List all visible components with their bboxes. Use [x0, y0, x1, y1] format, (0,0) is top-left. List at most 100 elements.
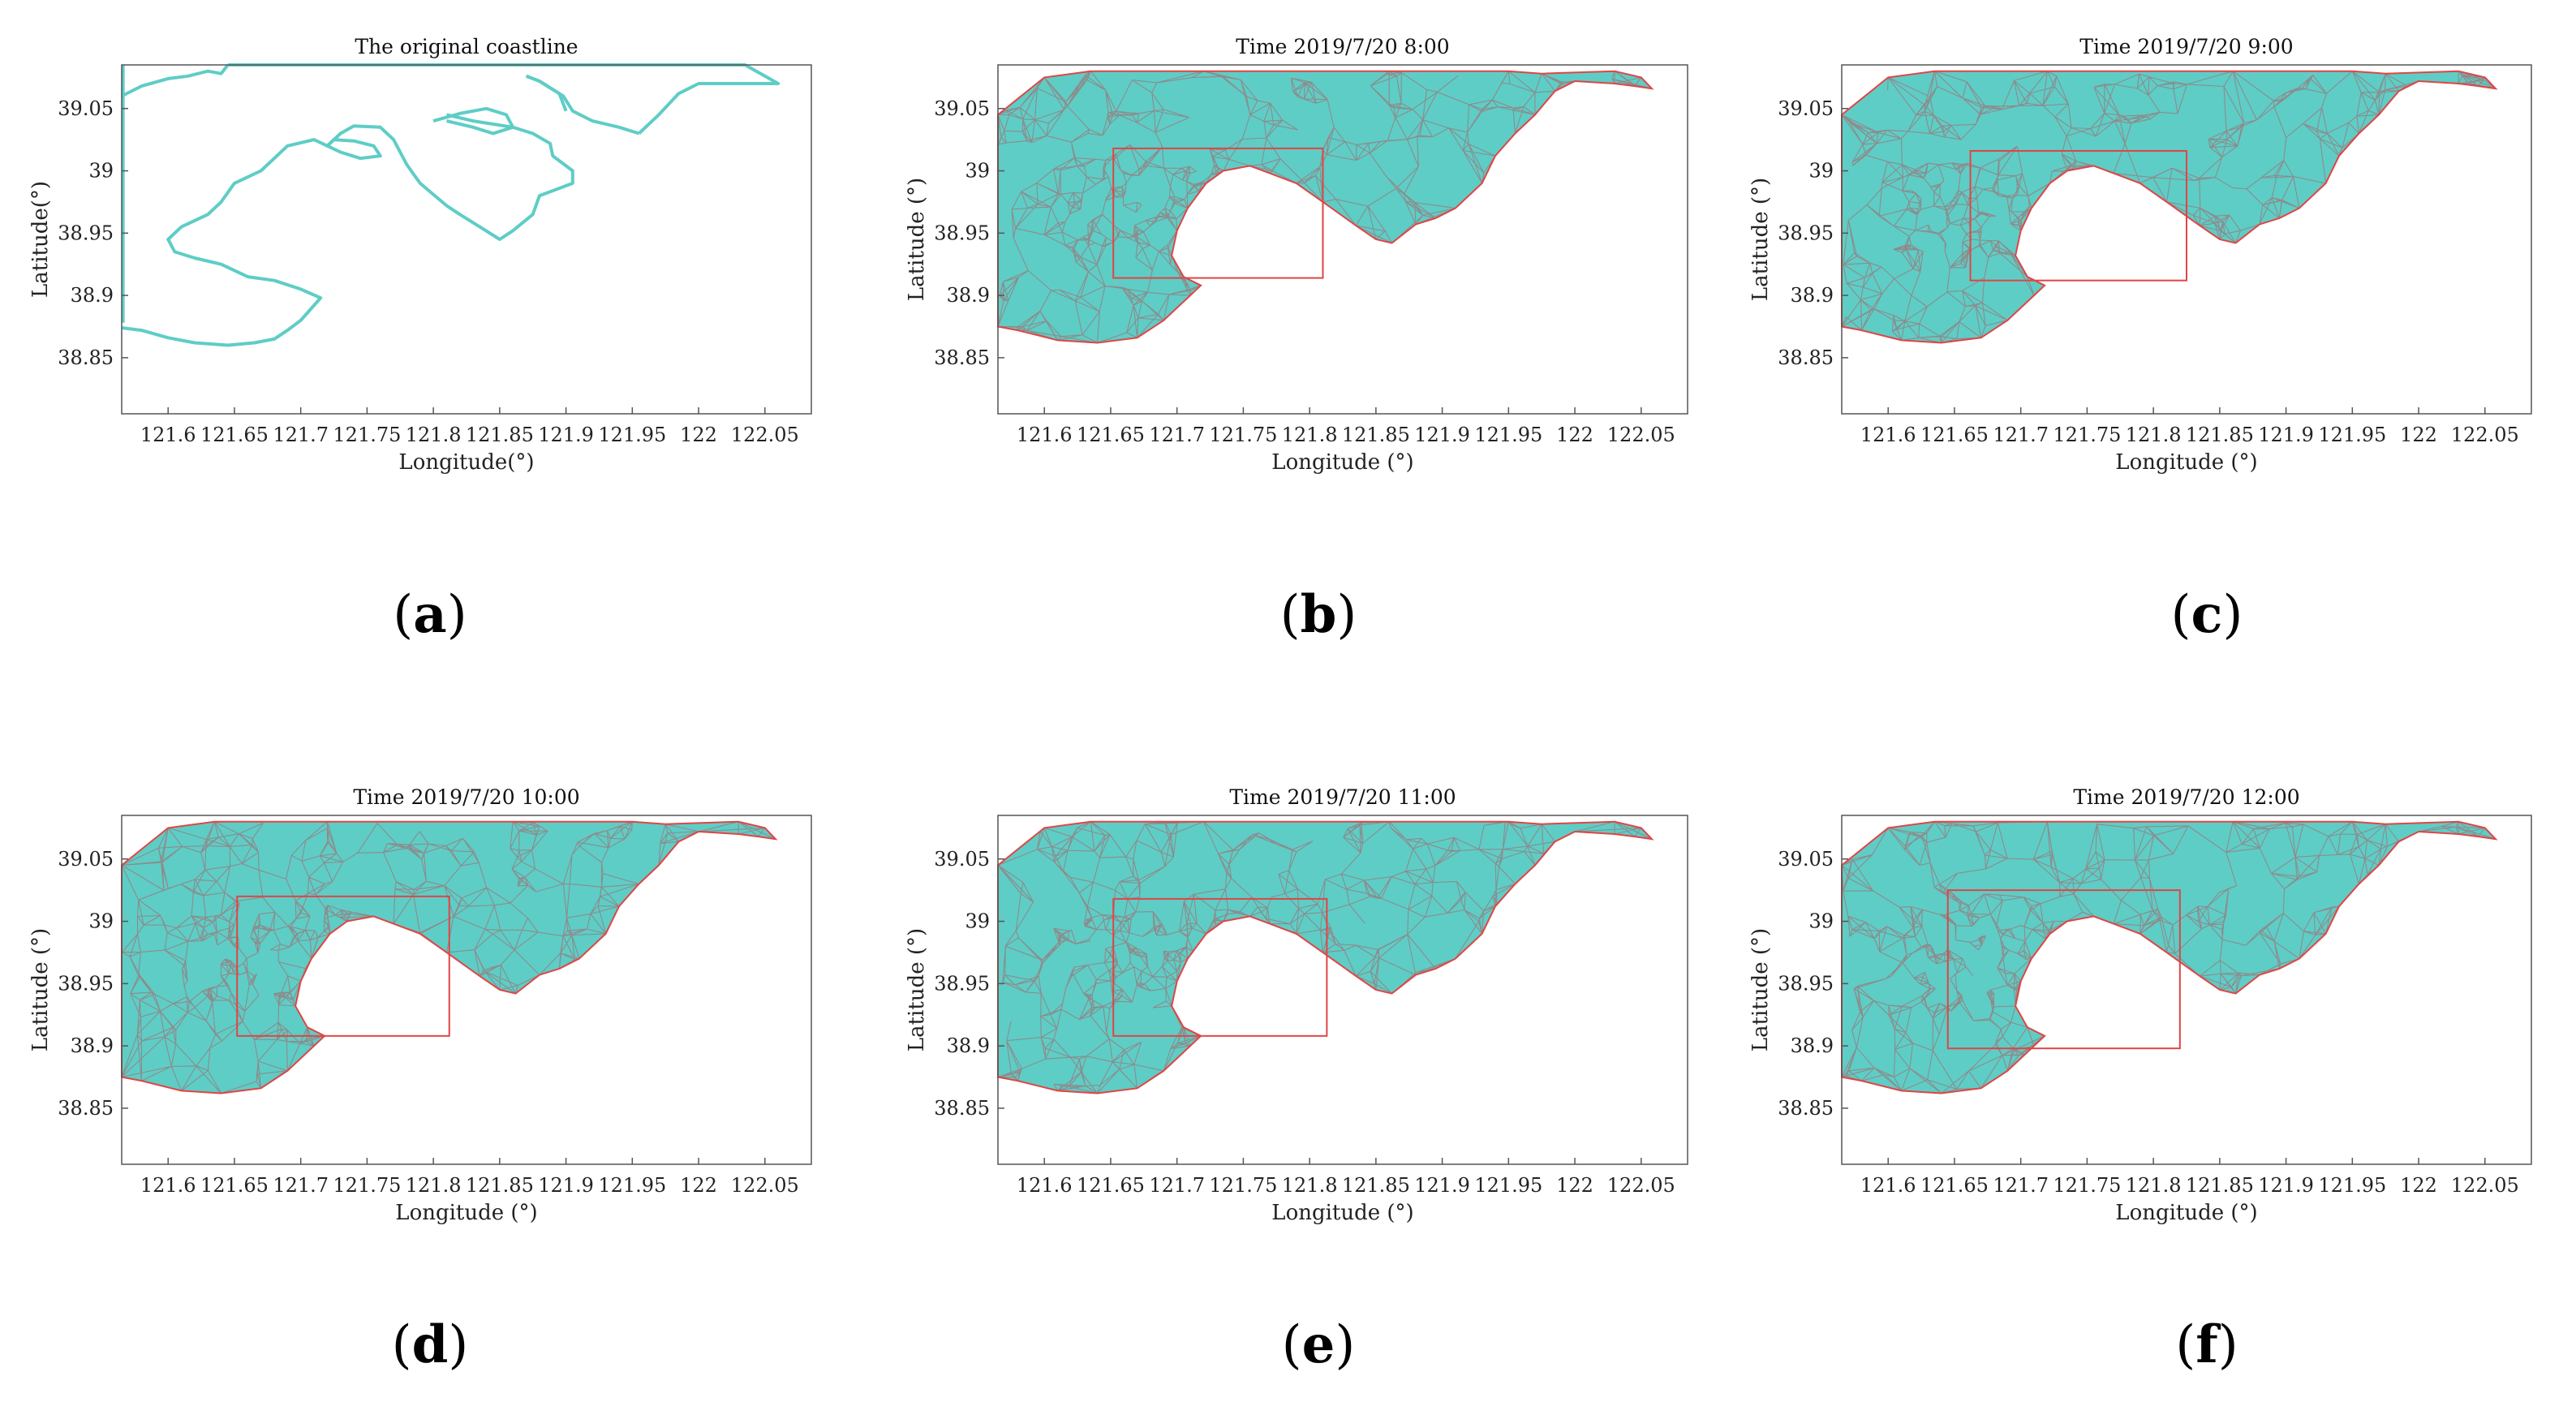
x-tick-label: 121.9 [2258, 424, 2314, 446]
axes-box [1841, 815, 2532, 1165]
y-tick-label: 39.05 [58, 97, 114, 120]
coastline-segment [432, 106, 515, 135]
map-mesh-d: 121.6 121.65 121.7 121.75 121.8 121.85 121.9 12… [28, 785, 812, 1225]
x-tick-label: 122.05 [1607, 424, 1675, 446]
x-tick-label: 121.95 [1474, 424, 1542, 446]
x-tick-label: 121.65 [200, 424, 269, 446]
x-tick-label: 121.95 [2318, 1174, 2386, 1197]
panel-a: 121.6 121.65 121.7 121.75 121.8 121.85 121.9 12… [0, 8, 844, 511]
y-tick-label: 38.9 [71, 284, 114, 307]
mesh-group [1841, 70, 2498, 344]
x-tick-label: 121.65 [1920, 1174, 1989, 1197]
map-title: Time 2019/7/20 12:00 [2073, 785, 2299, 809]
highlight-box [1946, 889, 2181, 1050]
x-tick-label: 121.7 [1149, 1174, 1205, 1197]
x-tick-label: 121.75 [1209, 424, 1277, 446]
map-mesh-e: 121.6 121.65 121.7 121.75 121.8 121.85 121.9 12… [905, 785, 1688, 1225]
y-axis-label: Latitude (°) [1748, 178, 1773, 301]
x-tick-label: 122.05 [1607, 1174, 1675, 1197]
y-tick-label: 39 [88, 160, 114, 183]
water-area [998, 71, 1652, 343]
caption-e: (e) [1281, 1314, 1356, 1375]
x-tick-label: 121.85 [466, 424, 534, 446]
x-tick-label: 121.85 [1342, 424, 1410, 446]
y-tick-label: 39.05 [934, 848, 990, 871]
water-area [1842, 821, 2496, 1094]
caption-d: (d) [391, 1314, 469, 1375]
x-tick-label: 121.6 [1860, 1174, 1916, 1197]
x-tick-label: 121.9 [538, 1174, 594, 1197]
panel-d: 121.6 121.65 121.7 121.75 121.8 121.85 121.9 12… [0, 759, 844, 1262]
map-mesh-b: 121.6 121.65 121.7 121.75 121.8 121.85 121.9 12… [905, 35, 1688, 475]
x-tick-label: 121.65 [1077, 1174, 1145, 1197]
y-tick-label: 38.85 [1778, 1097, 1834, 1120]
y-axis-label: Latitude (°) [1748, 928, 1773, 1052]
highlight-box [1969, 149, 2187, 282]
axes: 121.6 121.65 121.7 121.75 121.8 121.85 121.9 12… [28, 35, 812, 475]
caption-b: (b) [1279, 584, 1357, 645]
boundary-outline [1841, 820, 2498, 1095]
x-tick-label: 121.8 [2126, 1174, 2182, 1197]
x-tick-label: 121.85 [1342, 1174, 1410, 1197]
x-tick-label: 121.7 [1993, 1174, 2049, 1197]
panel-c: 121.6 121.65 121.7 121.75 121.8 121.85 121.9 12… [1720, 8, 2564, 511]
mesh-triangulation [1842, 821, 2496, 1094]
map-title: Time 2019/7/20 10:00 [353, 785, 579, 809]
coastline-segment [227, 63, 781, 135]
x-tick-label: 121.6 [1017, 1174, 1073, 1197]
y-axis-label: Latitude(°) [28, 181, 53, 298]
coastline-group [121, 63, 781, 347]
y-tick-label: 39 [1808, 160, 1834, 183]
x-tick-label: 121.95 [598, 1174, 666, 1197]
x-tick-label: 122 [2400, 424, 2437, 446]
water-area [1842, 71, 2496, 343]
x-tick-label: 121.85 [2186, 1174, 2254, 1197]
x-tick-label: 122 [2400, 1174, 2437, 1197]
x-tick-label: 121.8 [406, 1174, 462, 1197]
x-axis-label: Longitude (°) [1271, 1201, 1413, 1225]
y-tick-label: 38.95 [934, 972, 990, 995]
y-axis-label: Latitude (°) [905, 178, 929, 301]
x-tick-label: 121.65 [200, 1174, 269, 1197]
axes: 121.6 121.65 121.7 121.75 121.8 121.85 121.9 12… [905, 785, 1688, 1225]
caption-a: (a) [393, 584, 467, 645]
x-tick-label: 122.05 [731, 1174, 799, 1197]
y-tick-label: 39.05 [1778, 97, 1834, 120]
y-tick-label: 38.95 [58, 221, 114, 244]
map-mesh-f: 121.6 121.65 121.7 121.75 121.8 121.85 121.9 12… [1748, 785, 2532, 1225]
x-tick-label: 122.05 [2451, 1174, 2519, 1197]
axes-box [997, 64, 1688, 415]
x-tick-label: 121.85 [2186, 424, 2254, 446]
x-axis-label: Longitude (°) [1271, 450, 1413, 475]
x-tick-label: 121.95 [598, 424, 666, 446]
x-tick-label: 121.65 [1920, 424, 1989, 446]
x-tick-label: 121.7 [1993, 424, 2049, 446]
map-title: The original coastline [355, 35, 578, 58]
x-tick-label: 121.7 [1149, 424, 1205, 446]
boundary-outline [997, 820, 1654, 1095]
mesh-triangulation [122, 821, 776, 1094]
x-tick-label: 121.9 [1414, 1174, 1470, 1197]
mesh-group [121, 820, 778, 1095]
x-tick-label: 122 [1556, 424, 1593, 446]
axes-box [121, 815, 812, 1165]
x-tick-label: 121.9 [2258, 1174, 2314, 1197]
y-tick-label: 38.85 [58, 1097, 114, 1120]
axes-box [997, 815, 1688, 1165]
map-title: Time 2019/7/20 8:00 [1236, 35, 1449, 58]
boundary-outline [997, 70, 1654, 344]
x-tick-label: 121.65 [1077, 424, 1145, 446]
mesh-lines [998, 71, 1652, 343]
mesh-group [997, 70, 1654, 344]
panel-e: 121.6 121.65 121.7 121.75 121.8 121.85 121.9 12… [876, 759, 1720, 1262]
x-axis-label: Longitude (°) [395, 1201, 537, 1225]
y-tick-label: 39 [965, 160, 990, 183]
y-tick-label: 39 [88, 910, 114, 933]
caption-f: (f) [2175, 1314, 2238, 1375]
coastline-segment [525, 74, 568, 112]
x-tick-label: 121.75 [2053, 424, 2121, 446]
boundary-outline [1841, 70, 2498, 344]
x-tick-label: 121.75 [2053, 1174, 2121, 1197]
x-axis-label: Longitude (°) [2115, 1201, 2257, 1225]
map-mesh-c: 121.6 121.65 121.7 121.75 121.8 121.85 121.9 12… [1748, 35, 2532, 475]
